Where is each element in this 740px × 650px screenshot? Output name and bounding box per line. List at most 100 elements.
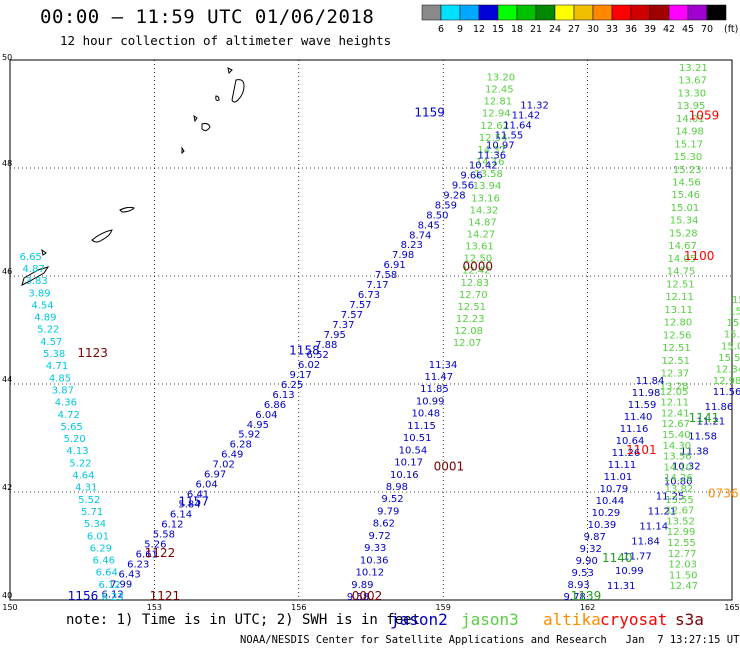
swh-value: 13.52 [666, 516, 695, 527]
swh-value: 12.77 [668, 549, 697, 560]
swh-value: 13.20 [487, 73, 516, 84]
swh-value: 4.71 [46, 361, 68, 372]
swh-value: 9.56 [452, 180, 474, 191]
legend-label: 21 [530, 24, 542, 35]
swh-value: 15.35 [729, 307, 740, 318]
swh-value: 11.42 [512, 111, 541, 122]
swh-value: 12.51 [661, 356, 690, 367]
swh-value: 14.27 [467, 230, 496, 241]
swh-value: 12.50 [464, 254, 493, 265]
swh-value: 10.39 [588, 520, 617, 531]
swh-value: 6.43 [119, 569, 141, 580]
swh-value: 6.12 [101, 589, 123, 600]
swh-value: 11.64 [503, 121, 532, 132]
swh-value: 9.90 [576, 556, 598, 567]
swh-value: 13.30 [678, 88, 707, 99]
swh-value: 7.95 [324, 330, 346, 341]
lon-tick-label: 159 [436, 603, 451, 612]
swh-value: 12.07 [453, 338, 482, 349]
swh-value: 11.11 [608, 460, 637, 471]
swh-value: 12.70 [459, 290, 488, 301]
lat-tick-label: 44 [2, 375, 12, 384]
swh-value: 11.55 [495, 131, 524, 142]
pass-time: 1059 [689, 108, 720, 122]
swh-value: 6.41 [187, 490, 209, 501]
pass-time: 0736 [708, 486, 739, 500]
swh-value: 9.89 [351, 580, 373, 591]
swh-value: 5.22 [37, 325, 59, 336]
swh-value: 12.67 [661, 419, 690, 430]
swh-value: 5.71 [81, 507, 103, 518]
lat-tick-label: 46 [2, 267, 12, 276]
page-title: 00:00 – 11:59 UTC 01/06/2018 [40, 6, 375, 28]
swh-value: 5.38 [43, 349, 65, 360]
swh-value: 9.28 [443, 190, 465, 201]
legend-swatch [611, 4, 632, 21]
swh-value: 9.52 [381, 494, 403, 505]
swh-value: 5.84 [178, 500, 200, 511]
legend-swatch [649, 4, 670, 21]
swh-value: 10.29 [592, 508, 621, 519]
swh-value: 13.82 [665, 484, 694, 495]
legend-label: 70 [701, 24, 713, 35]
swh-value: 10.32 [672, 462, 701, 473]
swh-value: 6.97 [204, 470, 226, 481]
swh-value: 12.94 [482, 109, 511, 120]
swh-value: 12.81 [483, 97, 512, 108]
pass-time: 1139 [571, 589, 602, 603]
swh-value: 14.32 [470, 205, 499, 216]
swh-value: 6.04 [195, 480, 217, 491]
coastline [21, 67, 245, 286]
swh-value: 7.17 [366, 280, 388, 291]
swh-value: 5.34 [84, 519, 106, 530]
swh-value: 12.83 [460, 278, 489, 289]
swh-value: 13.61 [465, 242, 494, 253]
pass-time-labels: 1159 1158 1157 1156 1123 1122 1121 0000 0001 0002… [68, 106, 739, 603]
altimeter-values: 13.2012.4512.8112.9412.6212.5414.3714.16… [20, 63, 740, 603]
pass-time: 1157 [178, 495, 209, 509]
swh-value: 7.02 [213, 460, 235, 471]
swh-value: 7.88 [315, 340, 337, 351]
swh-value: 11.34 [429, 360, 458, 371]
pass-time: 1159 [414, 106, 445, 120]
legend-swatch [706, 4, 727, 21]
swh-value: 6.64 [96, 568, 118, 579]
swh-value: 6.25 [281, 380, 303, 391]
swh-value: 9.72 [368, 531, 390, 542]
swh-value: 12.80 [664, 318, 693, 329]
pass-time: 1158 [289, 343, 320, 357]
legend-label: 36 [625, 24, 637, 35]
swh-value: 8.59 [435, 200, 457, 211]
swh-value: 4.36 [55, 398, 77, 409]
swh-value: 14.01 [676, 114, 705, 125]
swh-value: 5.58 [153, 529, 175, 540]
swh-value: 6.86 [264, 400, 286, 411]
swh-value: 7.57 [349, 300, 371, 311]
swh-value: 12.05 [660, 387, 689, 398]
swh-value: 10.64 [616, 436, 645, 447]
swh-value: 9.53 [572, 568, 594, 579]
satellite-altika: altika [543, 610, 601, 629]
swh-value: 10.12 [356, 568, 385, 579]
swh-value: 13.95 [677, 101, 706, 112]
swh-value: 10.48 [412, 409, 441, 420]
swh-value: 10.97 [486, 140, 515, 151]
swh-value: 12.41 [661, 408, 690, 419]
swh-value: 4.64 [72, 471, 94, 482]
swh-value: 10.42 [469, 160, 498, 171]
swh-value: 6.04 [255, 410, 277, 421]
swh-value: 13.56 [663, 452, 692, 463]
swh-value: 7.98 [392, 250, 414, 261]
swh-value: 6.46 [93, 556, 115, 567]
map-frame [9, 59, 733, 601]
swh-value: 13.28 [660, 381, 689, 392]
swh-value: 11.50 [669, 570, 698, 581]
swh-value: 11.36 [477, 150, 506, 161]
swh-value: 12.08 [454, 326, 483, 337]
lat-lon-grid: 150 153 156 159 162 165 40 42 44 46 48 50 [2, 53, 740, 612]
swh-value: 15.46 [671, 190, 700, 201]
swh-value: 6.23 [101, 592, 123, 603]
swh-value: 8.50 [426, 210, 448, 221]
swh-value: 5.52 [78, 495, 100, 506]
